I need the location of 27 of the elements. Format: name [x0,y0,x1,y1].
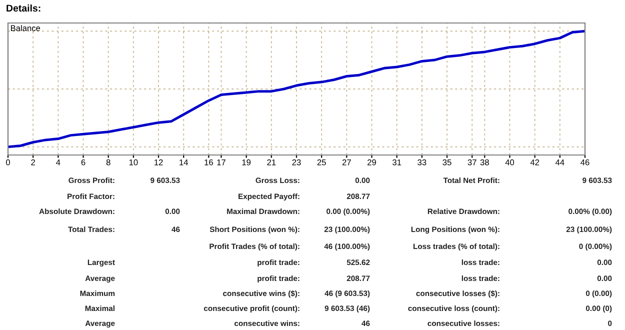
x-tick-label: 40 [505,159,514,166]
x-tick-label: 27 [342,159,351,166]
x-tick-label: 0 [6,159,10,166]
x-tick-label: 19 [242,159,251,166]
x-tick-label: 35 [442,159,452,166]
chart-title: Details: [6,4,40,12]
x-tick-label: 17 [217,159,226,166]
x-tick-label: 33 [418,159,426,166]
x-tick-label: 2 [31,159,35,166]
x-tick-label: 6 [81,159,86,166]
x-tick-label: 14 [180,159,188,166]
x-tick-label: 23 [292,159,301,166]
x-tick-label: 29 [368,159,376,166]
chart-subtitle: Balance [10,24,40,32]
x-tick-label: 46 [580,159,590,166]
x-tick-label: 25 [317,159,326,166]
x-tick-label: 31 [392,159,402,166]
x-tick-label: 10 [129,159,138,166]
x-tick-label: 8 [106,159,110,166]
x-tick-label: 37 [468,159,476,166]
x-tick-label: 38 [480,159,489,166]
x-tick-label: 16 [204,159,213,166]
x-tick-label: 21 [267,159,276,166]
x-tick-label: 4 [56,159,60,166]
x-tick-label: 42 [530,159,540,166]
x-tick-label: 12 [154,159,163,166]
x-tick-label: 44 [555,159,564,166]
